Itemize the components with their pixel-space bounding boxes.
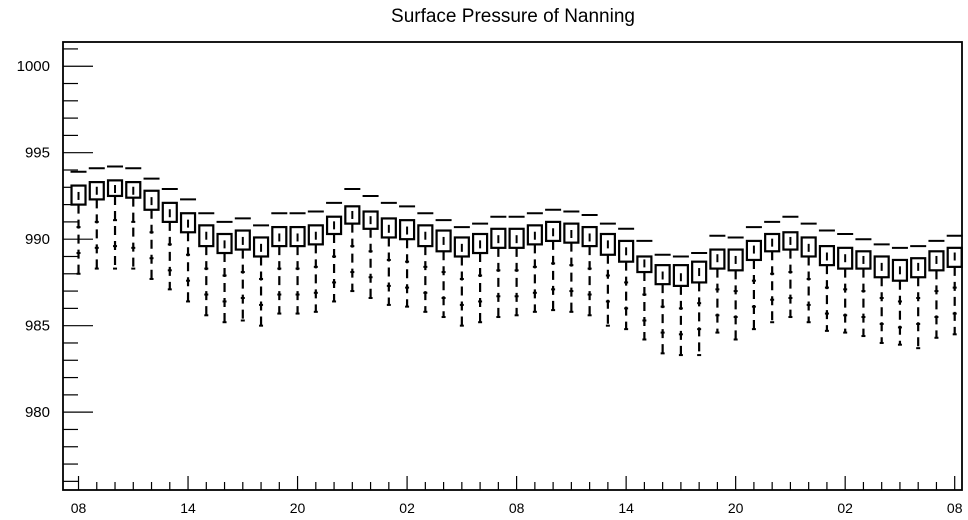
box-item: [526, 212, 543, 313]
y-tick-label: 990: [25, 231, 50, 248]
box-item: [618, 227, 635, 331]
box-item: [563, 210, 580, 313]
box-item: [855, 238, 872, 338]
box-item: [800, 222, 817, 324]
box-item: [252, 224, 270, 327]
box-item: [179, 198, 197, 303]
y-tick-label: 980: [25, 404, 50, 421]
box-item: [928, 239, 945, 339]
box-item: [873, 243, 890, 344]
x-tick-label: 14: [180, 500, 196, 516]
box-item: [380, 201, 397, 306]
box-item: [125, 167, 142, 270]
box-item: [764, 220, 781, 324]
box-item: [581, 213, 598, 317]
box-item: [508, 215, 525, 317]
box-item: [143, 177, 160, 280]
x-axis: 08 14 20 02 08 14 20 02 08: [71, 476, 963, 516]
box-item: [709, 234, 726, 334]
x-tick-label: 14: [618, 500, 634, 516]
box-item: [106, 165, 124, 270]
box-item: [490, 215, 507, 319]
box-item: [289, 212, 306, 315]
box-item: [307, 210, 324, 313]
box-item: [691, 252, 708, 357]
box-item: [837, 233, 854, 334]
box-item: [745, 226, 763, 331]
y-axis: 980 985 990 995 1000: [17, 48, 93, 482]
box-item: [545, 208, 562, 312]
box-item: [198, 212, 215, 317]
box-item: [471, 222, 489, 324]
chart-title: Surface Pressure of Nanning: [391, 6, 635, 27]
x-tick-label: 20: [728, 500, 744, 516]
box-item: [325, 201, 343, 303]
x-tick-label: 08: [71, 500, 87, 516]
box-item: [818, 229, 836, 332]
x-tick-label: 08: [947, 500, 963, 516]
box-item: [362, 194, 379, 299]
box-item: [271, 212, 288, 315]
y-tick-label: 995: [25, 145, 50, 162]
box-item: [344, 188, 361, 293]
box-item: [946, 234, 963, 336]
x-tick-label: 08: [509, 500, 525, 516]
box-item: [636, 239, 653, 341]
box-item: [88, 167, 105, 270]
box-item: [453, 226, 470, 327]
x-tick-label: 20: [290, 500, 306, 516]
box-item: [727, 236, 744, 341]
box-item: [161, 188, 178, 291]
box-item: [216, 220, 233, 324]
y-tick-label: 1000: [17, 58, 50, 75]
box-item: [672, 255, 689, 357]
box-item: [910, 245, 927, 350]
box-item: [417, 212, 434, 313]
box-item: [599, 222, 616, 327]
box-item: [435, 219, 452, 319]
box-item: [782, 215, 799, 319]
box-item: [398, 205, 416, 308]
box-item: [70, 170, 87, 275]
box-item: [234, 217, 251, 322]
x-tick-label: 02: [399, 500, 415, 516]
x-tick-label: 02: [837, 500, 853, 516]
box-item: [891, 246, 909, 346]
box-item: [654, 253, 671, 355]
box-series: [70, 165, 963, 357]
y-tick-label: 985: [25, 318, 50, 335]
